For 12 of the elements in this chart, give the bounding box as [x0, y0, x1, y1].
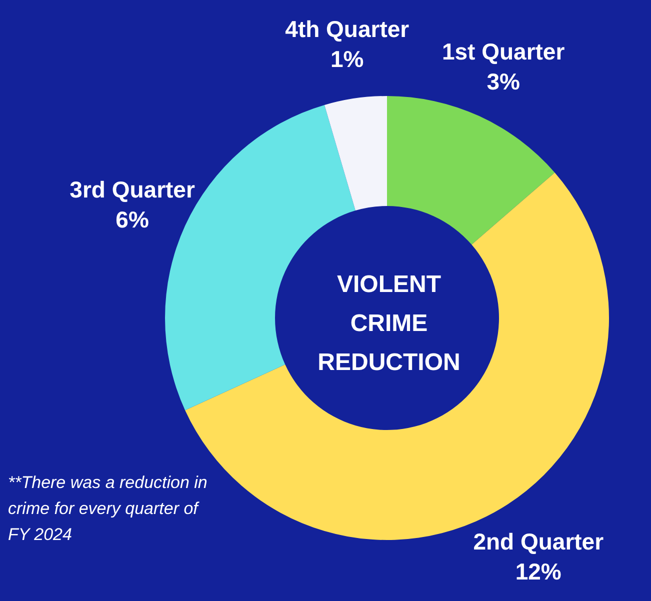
- slice-label: 3rd Quarter: [70, 176, 195, 203]
- data-label: 12%: [515, 558, 562, 585]
- data-label: 6%: [116, 206, 149, 233]
- slice-label: 2nd Quarter: [473, 528, 604, 555]
- slice-label: 4th Quarter: [285, 16, 410, 42]
- slice-label: 1st Quarter: [442, 38, 565, 64]
- donut-slice: [324, 96, 387, 211]
- text: **There was a reduction in crime for every quarter of FY 2024: [8, 473, 208, 544]
- data-label: 3%: [486, 68, 520, 94]
- text: VIOLENT CRIME REDUCTION: [318, 271, 460, 376]
- data-label: 1%: [330, 46, 364, 72]
- donut-slice: [387, 96, 555, 245]
